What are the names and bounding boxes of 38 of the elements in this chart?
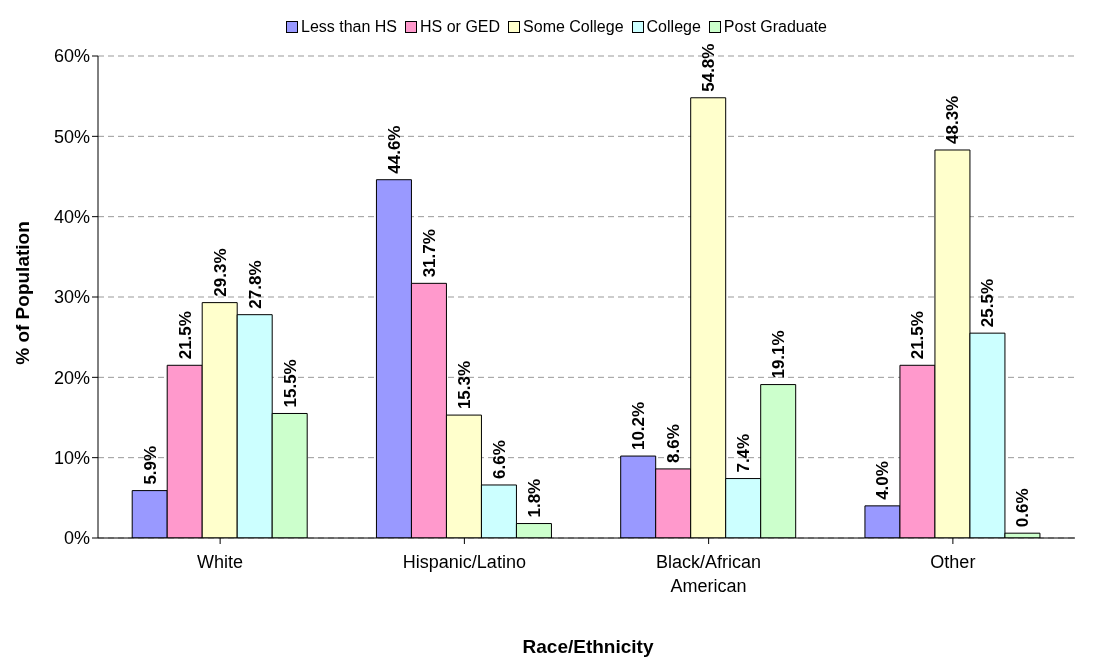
- data-label: 0.6%: [1013, 488, 1033, 528]
- data-label: 5.9%: [140, 445, 160, 485]
- data-label: 27.8%: [245, 260, 265, 309]
- x-tick-label: Other: [930, 552, 976, 572]
- data-label: 21.5%: [908, 311, 928, 360]
- y-tick-label: 20%: [53, 367, 90, 388]
- legend-label: Post Graduate: [722, 18, 827, 36]
- y-tick-label: 40%: [53, 207, 90, 228]
- data-label: 15.3%: [454, 360, 474, 410]
- y-axis-title: % of Population: [12, 221, 34, 365]
- data-label: 7.4%: [734, 433, 754, 473]
- data-label: 29.3%: [210, 248, 230, 297]
- x-tick-label: White: [197, 552, 244, 572]
- data-label: 10.2%: [629, 401, 649, 451]
- data-label: 8.6%: [664, 424, 684, 463]
- legend-label: Some College: [522, 18, 624, 36]
- legend-label: Less than HS: [300, 18, 398, 36]
- legend-label: HS or GED: [419, 18, 501, 36]
- x-tick-label: Black/African American: [656, 552, 762, 596]
- y-tick-label: 60%: [53, 46, 90, 67]
- data-label: 1.8%: [524, 478, 544, 518]
- data-label: 6.6%: [489, 440, 509, 479]
- data-label: 15.5%: [280, 359, 300, 408]
- y-tick-label: 10%: [53, 448, 90, 469]
- data-label: 19.1%: [769, 330, 789, 379]
- data-label: 54.8%: [699, 43, 719, 92]
- y-tick-label: 50%: [53, 126, 90, 147]
- data-label: 4.0%: [873, 461, 893, 500]
- data-label: 44.6%: [384, 125, 404, 174]
- x-axis-title: Race/Ethnicity: [521, 636, 655, 658]
- data-label: 31.7%: [419, 229, 439, 278]
- x-tick-label: Hispanic/Latino: [402, 552, 526, 572]
- data-label: 48.3%: [943, 95, 963, 144]
- data-label: 25.5%: [978, 278, 998, 328]
- y-tick-label: 30%: [53, 287, 90, 308]
- y-tick-label: 0%: [63, 528, 90, 549]
- data-label: 21.5%: [175, 311, 195, 360]
- legend-label: College: [645, 18, 701, 36]
